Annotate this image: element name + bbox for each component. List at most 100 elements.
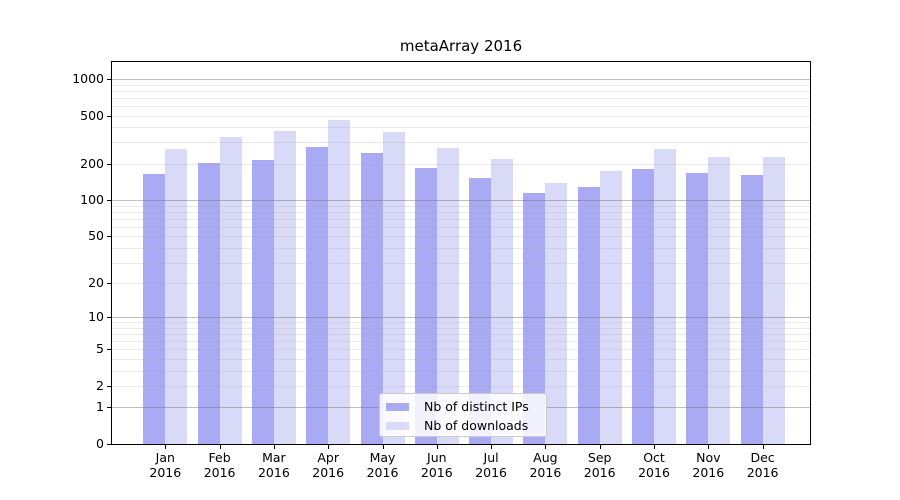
- year-text: 2016: [746, 465, 779, 480]
- x-tick-label-may: May 2016: [351, 450, 415, 480]
- y-tick-20: [107, 283, 111, 285]
- x-tick-label-aug: Aug 2016: [513, 450, 577, 480]
- y-tick-1: [107, 407, 111, 409]
- bar-downloads-aug: [545, 182, 568, 444]
- x-tick-mar: [273, 445, 275, 449]
- bar-downloads-apr: [328, 119, 351, 444]
- x-tick-apr: [328, 445, 330, 449]
- bar-downloads-jan: [165, 149, 188, 444]
- x-tick-may: [382, 445, 384, 449]
- x-tick-label-feb: Feb 2016: [188, 450, 252, 480]
- bar-downloads-dec: [762, 156, 785, 444]
- x-tick-jul: [491, 445, 493, 449]
- legend-label-distinct-ips: Nb of distinct IPs: [424, 399, 529, 414]
- year-text: 2016: [638, 465, 670, 480]
- y-tick-label-5: 5: [96, 341, 104, 357]
- y-tick-10: [107, 317, 111, 319]
- legend-swatch-distinct-ips: [386, 402, 409, 411]
- bar-downloads-may: [382, 132, 405, 444]
- bar-ips-feb: [197, 162, 220, 444]
- y-tick-2: [107, 385, 111, 387]
- month-text: May: [369, 450, 396, 465]
- bar-ips-jun: [414, 168, 437, 444]
- y-tick-label-500: 500: [80, 107, 104, 123]
- month-text: Jul: [483, 450, 499, 465]
- y-tick-label-1000: 1000: [72, 70, 104, 86]
- x-tick-label-oct: Oct 2016: [622, 450, 686, 480]
- chart-title: metaArray 2016: [399, 37, 523, 55]
- bar-downloads-jul: [491, 159, 514, 444]
- bar-downloads-feb: [219, 137, 242, 444]
- x-tick-label-jul: Jul 2016: [459, 450, 523, 480]
- bar-downloads-mar: [273, 131, 296, 444]
- month-text: Sep: [587, 450, 612, 465]
- bar-downloads-sep: [599, 171, 622, 444]
- legend: Nb of distinct IPs Nb of downloads: [379, 393, 547, 437]
- year-text: 2016: [583, 465, 616, 480]
- y-tick-label-0: 0: [96, 436, 104, 451]
- month-text: Jan: [155, 450, 175, 465]
- bar-ips-apr: [306, 147, 329, 444]
- x-tick-label-mar: Mar 2016: [242, 450, 306, 480]
- x-tick-label-jan: Jan 2016: [133, 450, 197, 480]
- x-tick-aug: [545, 445, 547, 449]
- year-text: 2016: [257, 465, 290, 480]
- plot-area: [111, 61, 811, 445]
- bar-ips-mar: [251, 160, 274, 444]
- x-tick-sep: [599, 445, 601, 449]
- bar-ips-jul: [469, 177, 492, 444]
- x-tick-label-nov: Nov 2016: [676, 450, 740, 480]
- y-tick-1000: [107, 78, 111, 80]
- year-text: 2016: [203, 465, 236, 480]
- y-tick-label-100: 100: [80, 192, 104, 208]
- month-text: Oct: [643, 450, 665, 465]
- year-text: 2016: [475, 465, 507, 480]
- x-tick-label-apr: Apr 2016: [296, 450, 360, 480]
- legend-row-distinct-ips: Nb of distinct IPs: [380, 397, 546, 416]
- bar-ips-sep: [577, 187, 600, 444]
- y-tick-label-10: 10: [88, 309, 104, 325]
- year-text: 2016: [420, 465, 453, 480]
- y-tick-label-20: 20: [88, 275, 104, 291]
- month-text: Dec: [750, 450, 775, 465]
- x-tick-oct: [654, 445, 655, 449]
- year-text: 2016: [312, 465, 345, 480]
- bars-layer: [112, 62, 810, 444]
- y-tick-label-2: 2: [96, 377, 104, 393]
- bar-ips-aug: [523, 192, 546, 444]
- bar-downloads-nov: [708, 156, 731, 444]
- year-text: 2016: [149, 465, 182, 480]
- y-tick-500: [107, 115, 111, 117]
- x-tick-jun: [436, 445, 438, 449]
- month-text: Jun: [427, 450, 447, 465]
- x-tick-dec: [762, 445, 764, 449]
- bar-ips-dec: [740, 174, 763, 444]
- legend-swatch-downloads: [386, 421, 409, 430]
- bar-ips-may: [360, 153, 383, 444]
- month-text: Feb: [208, 450, 231, 465]
- y-tick-5: [107, 349, 111, 351]
- year-text: 2016: [529, 465, 562, 480]
- bar-downloads-jun: [436, 148, 459, 444]
- y-tick-label-200: 200: [80, 155, 104, 171]
- month-text: Mar: [262, 450, 286, 465]
- y-tick-0: [107, 444, 111, 445]
- y-tick-label-1: 1: [96, 399, 104, 415]
- month-text: Apr: [317, 450, 339, 465]
- legend-row-downloads: Nb of downloads: [380, 416, 546, 435]
- bar-ips-nov: [686, 172, 709, 444]
- month-text: Aug: [533, 450, 558, 465]
- x-tick-label-dec: Dec 2016: [731, 450, 795, 480]
- x-tick-feb: [219, 445, 221, 449]
- y-tick-label-50: 50: [88, 228, 104, 244]
- x-tick-label-jun: Jun 2016: [405, 450, 469, 480]
- legend-label-downloads: Nb of downloads: [424, 418, 529, 433]
- bar-downloads-oct: [654, 149, 676, 444]
- y-tick-200: [107, 163, 111, 165]
- x-tick-label-sep: Sep 2016: [568, 450, 632, 480]
- year-text: 2016: [366, 465, 399, 480]
- x-tick-jan: [165, 445, 167, 449]
- bar-ips-oct: [632, 169, 654, 444]
- y-tick-50: [107, 236, 111, 238]
